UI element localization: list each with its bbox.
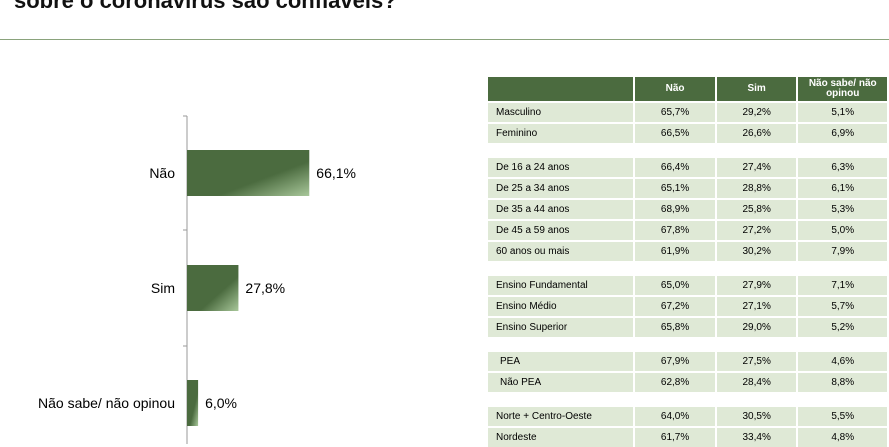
cell-value: 6,1% bbox=[798, 179, 888, 198]
crosstab-table: Não Sim Não sabe/ não opinou Masculino 65… bbox=[488, 77, 889, 447]
table-row: De 16 a 24 anos 66,4% 27,4% 6,3% bbox=[488, 158, 889, 177]
row-label: Ensino Fundamental bbox=[488, 276, 634, 295]
cell-value: 29,2% bbox=[716, 103, 797, 122]
group-gap bbox=[488, 337, 889, 350]
category-label-nao-sabe-nao-opinou: Não sabe/ não opinou bbox=[38, 395, 175, 411]
header-nao-sabe: Não sabe/ não opinou bbox=[798, 77, 887, 101]
cell-value: 6,9% bbox=[798, 124, 888, 143]
row-label: Ensino Médio bbox=[488, 297, 634, 316]
group-gap bbox=[488, 392, 889, 405]
cell-value: 6,3% bbox=[798, 158, 888, 177]
table-row: De 35 a 44 anos 68,9% 25,8% 5,3% bbox=[488, 200, 889, 219]
title-divider bbox=[0, 39, 889, 40]
row-label: Masculino bbox=[488, 103, 634, 122]
cell-value: 7,1% bbox=[798, 276, 888, 295]
bar-sim bbox=[187, 265, 239, 311]
cell-value: 4,6% bbox=[798, 352, 887, 371]
cell-value: 27,2% bbox=[716, 221, 797, 240]
cell-value: 65,1% bbox=[635, 179, 715, 198]
cell-value: 66,5% bbox=[635, 124, 715, 143]
cell-value: 27,1% bbox=[716, 297, 797, 316]
row-label: De 45 a 59 anos bbox=[488, 221, 634, 240]
cell-value: 26,6% bbox=[716, 124, 797, 143]
cell-value: 30,2% bbox=[716, 242, 797, 261]
row-label: Não PEA bbox=[488, 373, 634, 392]
cell-value: 5,0% bbox=[798, 221, 888, 240]
table-row: Ensino Fundamental 65,0% 27,9% 7,1% bbox=[488, 276, 889, 295]
group-gap bbox=[488, 143, 889, 156]
table-row: De 45 a 59 anos 67,8% 27,2% 5,0% bbox=[488, 221, 889, 240]
table-row: 60 anos ou mais 61,9% 30,2% 7,9% bbox=[488, 242, 889, 261]
cell-value: 5,7% bbox=[798, 297, 888, 316]
cell-value: 67,9% bbox=[635, 352, 715, 371]
cell-value: 65,0% bbox=[635, 276, 715, 295]
cell-value: 65,8% bbox=[635, 318, 715, 337]
row-label: 60 anos ou mais bbox=[488, 242, 634, 261]
cell-value: 67,2% bbox=[635, 297, 715, 316]
table-row: PEA 67,9% 27,5% 4,6% bbox=[488, 352, 889, 371]
category-label-nao: Não bbox=[149, 165, 175, 181]
cell-value: 29,0% bbox=[716, 318, 797, 337]
table-header-row: Não Sim Não sabe/ não opinou bbox=[488, 77, 889, 101]
row-label: De 16 a 24 anos bbox=[488, 158, 634, 177]
table-header-blank bbox=[488, 77, 634, 101]
bar-nao-sabe-nao-opinou bbox=[187, 380, 199, 426]
cell-value: 5,5% bbox=[798, 407, 888, 426]
cell-value: 5,1% bbox=[798, 103, 888, 122]
header-nao: Não bbox=[635, 77, 715, 101]
value-label-nao-sabe-nao-opinou: 6,0% bbox=[205, 395, 237, 411]
table-row: Norte + Centro-Oeste 64,0% 30,5% 5,5% bbox=[488, 407, 889, 426]
cell-value: 33,4% bbox=[716, 428, 797, 447]
cell-value: 27,4% bbox=[716, 158, 797, 177]
cell-value: 25,8% bbox=[716, 200, 797, 219]
cell-value: 8,8% bbox=[798, 373, 887, 392]
cell-value: 61,9% bbox=[635, 242, 715, 261]
table-row: Não PEA 62,8% 28,4% 8,8% bbox=[488, 373, 889, 392]
table-row: Ensino Superior 65,8% 29,0% 5,2% bbox=[488, 318, 889, 337]
table-body: Masculino 65,7% 29,2% 5,1% Feminino 66,5% 26,6… bbox=[488, 103, 889, 447]
page-title: sobre o coronavírus são confiáveis? bbox=[14, 0, 397, 13]
row-label: Nordeste bbox=[488, 428, 634, 447]
row-label: Ensino Superior bbox=[488, 318, 634, 337]
cell-value: 64,0% bbox=[635, 407, 715, 426]
cell-value: 5,2% bbox=[798, 318, 888, 337]
cell-value: 62,8% bbox=[635, 373, 715, 392]
cell-value: 28,4% bbox=[716, 373, 797, 392]
cell-value: 30,5% bbox=[716, 407, 797, 426]
bar-nao bbox=[187, 150, 310, 196]
cell-value: 67,8% bbox=[635, 221, 715, 240]
value-label-nao: 66,1% bbox=[316, 165, 356, 181]
cell-value: 4,8% bbox=[798, 428, 888, 447]
cell-value: 27,9% bbox=[716, 276, 797, 295]
row-label: PEA bbox=[488, 352, 634, 371]
cell-value: 27,5% bbox=[716, 352, 797, 371]
cell-value: 66,4% bbox=[635, 158, 715, 177]
row-label: De 35 a 44 anos bbox=[488, 200, 634, 219]
table-row: Feminino 66,5% 26,6% 6,9% bbox=[488, 124, 889, 143]
cell-value: 5,3% bbox=[798, 200, 888, 219]
cell-value: 65,7% bbox=[635, 103, 715, 122]
bar-chart: Não 66,1% Sim 27,8% Não sabe/ não opinou 6,0% bbox=[38, 115, 356, 444]
cell-value: 61,7% bbox=[635, 428, 715, 447]
table-row: Nordeste 61,7% 33,4% 4,8% bbox=[488, 428, 889, 447]
header-sim: Sim bbox=[716, 77, 797, 101]
table-row: De 25 a 34 anos 65,1% 28,8% 6,1% bbox=[488, 179, 889, 198]
row-label: De 25 a 34 anos bbox=[488, 179, 634, 198]
value-label-sim: 27,8% bbox=[245, 280, 285, 296]
cell-value: 28,8% bbox=[716, 179, 797, 198]
group-gap bbox=[488, 261, 889, 274]
row-label: Feminino bbox=[488, 124, 634, 143]
row-label: Norte + Centro-Oeste bbox=[488, 407, 634, 426]
cell-value: 7,9% bbox=[798, 242, 888, 261]
table-row: Ensino Médio 67,2% 27,1% 5,7% bbox=[488, 297, 889, 316]
table-row: Masculino 65,7% 29,2% 5,1% bbox=[488, 103, 889, 122]
cell-value: 68,9% bbox=[635, 200, 715, 219]
category-label-sim: Sim bbox=[151, 280, 175, 296]
